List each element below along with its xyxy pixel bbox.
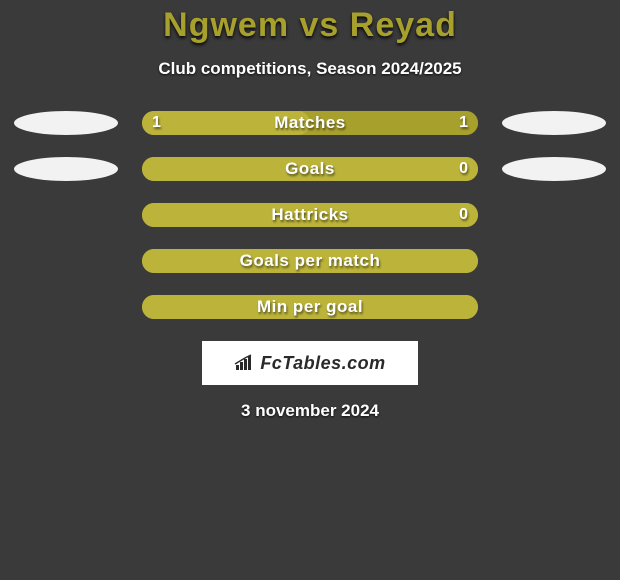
stat-bar: Goals0 <box>142 157 478 181</box>
brand-box[interactable]: FcTables.com <box>202 341 418 385</box>
stat-value-left: 1 <box>152 111 161 135</box>
player2-ellipse-icon <box>502 157 606 181</box>
player2-name: Reyad <box>350 6 457 44</box>
snapshot-date: 3 november 2024 <box>0 401 620 421</box>
page-title: Ngwem vs Reyad <box>0 6 620 45</box>
stat-bar: Min per goal <box>142 295 478 319</box>
stat-label: Matches <box>142 111 478 135</box>
stat-bar: Matches1 1 <box>142 111 478 135</box>
stat-label: Hattricks <box>142 203 478 227</box>
stat-row: Matches1 1 <box>0 111 620 135</box>
player2-ellipse-icon <box>502 111 606 135</box>
comparison-widget: Ngwem vs Reyad Club competitions, Season… <box>0 0 620 421</box>
brand-chart-icon <box>234 354 256 372</box>
stat-label: Min per goal <box>142 295 478 319</box>
brand-text: FcTables.com <box>260 353 385 374</box>
stat-value-right: 0 <box>459 157 468 181</box>
vs-separator: vs <box>289 6 350 44</box>
stat-row: Goals per match <box>0 249 620 273</box>
comparison-rows: Matches11Goals0Hattricks0Goals per match… <box>0 111 620 319</box>
stat-value-right: 0 <box>459 203 468 227</box>
stat-label: Goals <box>142 157 478 181</box>
player1-name: Ngwem <box>163 6 289 44</box>
stat-row: Min per goal <box>0 295 620 319</box>
player1-ellipse-icon <box>14 157 118 181</box>
stat-label: Goals per match <box>142 249 478 273</box>
stat-bar: Hattricks0 <box>142 203 478 227</box>
player1-ellipse-icon <box>14 111 118 135</box>
stat-bar: Goals per match <box>142 249 478 273</box>
stat-value-right: 1 <box>459 111 468 135</box>
stat-row: Hattricks0 <box>0 203 620 227</box>
subtitle: Club competitions, Season 2024/2025 <box>0 59 620 79</box>
stat-row: Goals0 <box>0 157 620 181</box>
